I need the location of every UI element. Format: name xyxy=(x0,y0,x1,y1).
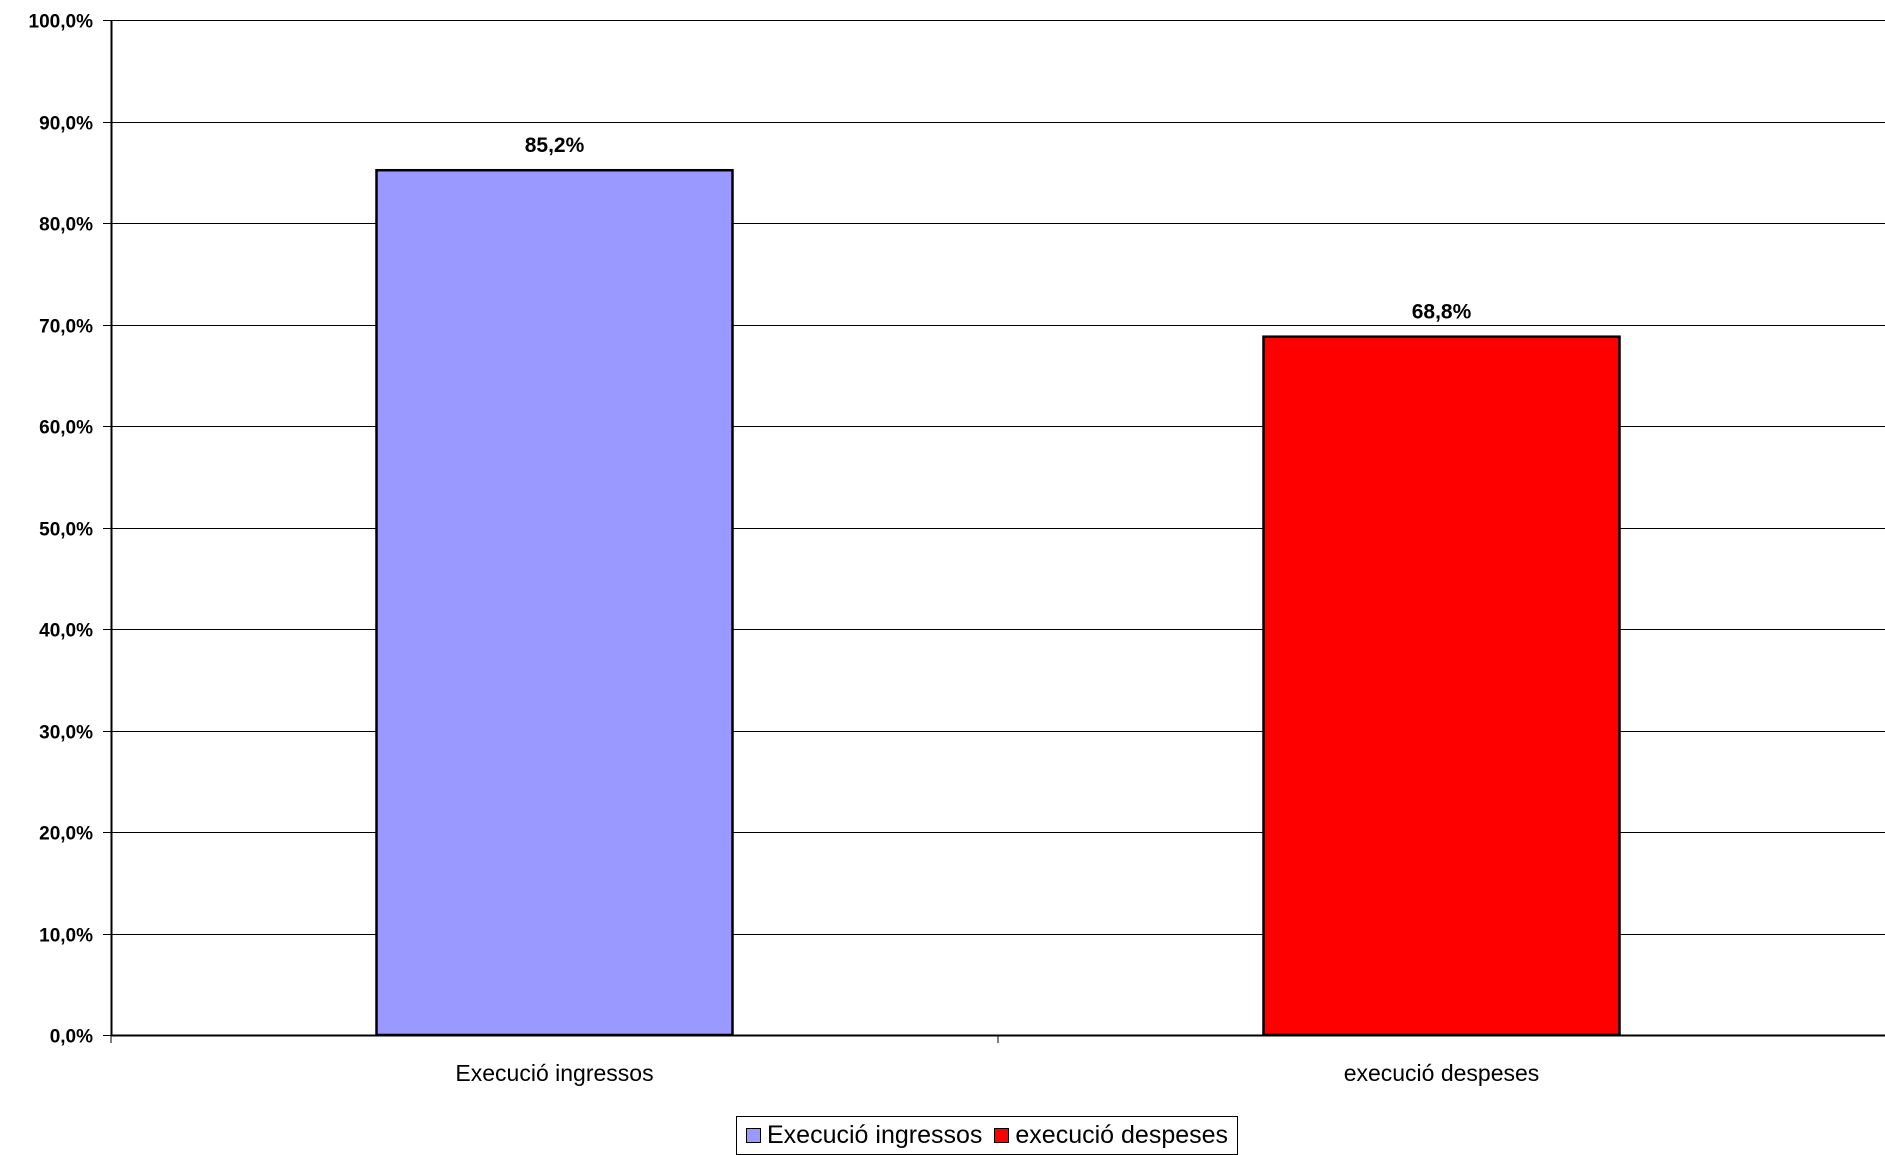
y-tick-label: 50,0% xyxy=(39,520,93,541)
bar xyxy=(375,168,734,1037)
x-tick-label: Execució ingressos xyxy=(455,1060,653,1086)
legend-swatch-ingressos xyxy=(746,1128,761,1143)
legend-item-despeses: execució despeses xyxy=(994,1121,1228,1150)
axes xyxy=(110,20,1885,1043)
y-tick-label: 60,0% xyxy=(39,418,93,439)
y-tick-label: 90,0% xyxy=(39,114,93,135)
y-tick-label: 20,0% xyxy=(39,824,93,845)
legend-label-despeses: execució despeses xyxy=(1015,1121,1229,1149)
legend-item-ingressos: Execució ingressos xyxy=(746,1121,982,1150)
legend: Execució ingressos execució despeses xyxy=(736,1116,1239,1155)
labels: 85,2% Execució ingressos 68,8% execució des… xyxy=(455,134,1539,1086)
legend-swatch-despeses xyxy=(994,1128,1010,1143)
data-label: 85,2% xyxy=(525,134,585,157)
bars xyxy=(375,168,1621,1037)
bar xyxy=(1262,335,1621,1037)
y-tick-label: 0,0% xyxy=(50,1027,93,1048)
y-tick-label: 100,0% xyxy=(29,12,94,33)
data-label: 68,8% xyxy=(1412,301,1472,324)
y-tick-label: 40,0% xyxy=(39,621,93,642)
x-tick-label: execució despeses xyxy=(1344,1060,1540,1086)
y-tick-label: 30,0% xyxy=(39,723,93,744)
bar-chart: 0,0% 10,0% 20,0% 30,0% 40,0% 50,0% 60,0% 70,0% 8… xyxy=(29,12,1885,1086)
legend-label-ingressos: Execució ingressos xyxy=(767,1121,983,1149)
y-tick-label: 10,0% xyxy=(39,926,93,947)
y-tick-label: 80,0% xyxy=(39,215,93,236)
y-axis-ticks: 0,0% 10,0% 20,0% 30,0% 40,0% 50,0% 60,0% 70,0% 8… xyxy=(29,12,111,1048)
y-tick-label: 70,0% xyxy=(39,317,93,338)
